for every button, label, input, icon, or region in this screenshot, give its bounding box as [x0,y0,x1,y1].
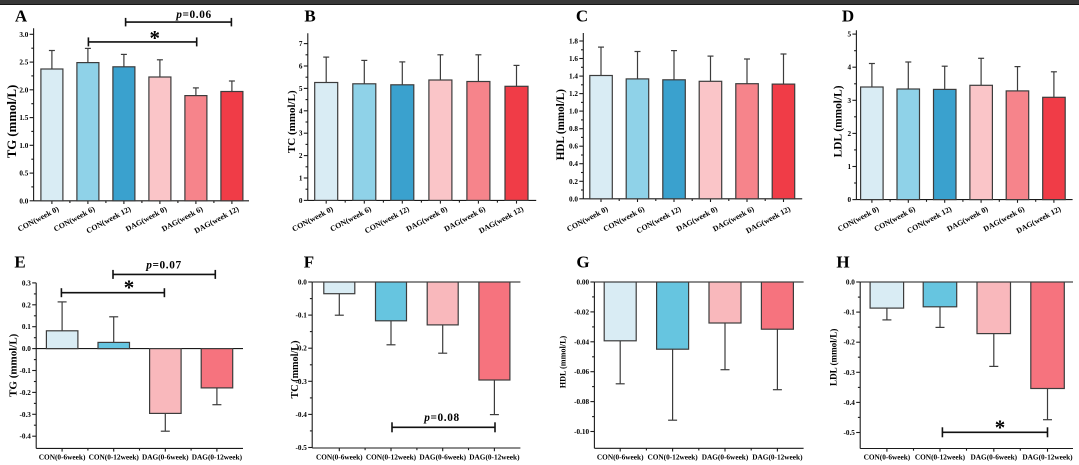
svg-text:1.6: 1.6 [569,55,578,63]
svg-text:-0.04: -0.04 [574,338,589,346]
svg-text:1.8: 1.8 [569,38,578,46]
svg-text:TG (mmol/L): TG (mmol/L) [5,85,19,159]
svg-text:0.0: 0.0 [19,197,28,205]
svg-text:3.0: 3.0 [19,31,28,39]
svg-text:2.5: 2.5 [19,59,28,67]
svg-text:-0.5: -0.5 [844,429,856,437]
svg-text:C: C [576,7,588,26]
svg-text:-0.1: -0.1 [296,312,308,320]
svg-text:0.5: 0.5 [19,170,28,178]
svg-text:G: G [576,253,589,272]
svg-text:2: 2 [299,152,303,160]
svg-text:TC (mmol/L): TC (mmol/L) [286,90,298,153]
svg-text:-0.1: -0.1 [844,309,856,317]
svg-text:0: 0 [299,197,303,205]
svg-text:B: B [304,7,315,26]
svg-text:6: 6 [299,63,303,71]
svg-text:CON(0-12week): CON(0-12week) [89,453,140,462]
svg-text:DAG(0-6week): DAG(0-6week) [970,453,1017,462]
svg-text:p=0.08: p=0.08 [423,412,459,424]
svg-text:-0.1: -0.1 [20,367,32,375]
svg-text:D: D [842,7,854,26]
svg-text:-0.5: -0.5 [296,444,308,452]
svg-text:-0.4: -0.4 [296,411,308,419]
svg-text:-0.02: -0.02 [574,308,589,316]
svg-text:HDL (mmol/L): HDL (mmol/L) [559,335,568,388]
svg-text:DAG(0-12week): DAG(0-12week) [192,453,243,462]
svg-text:1: 1 [848,163,852,171]
svg-text:-0.2: -0.2 [296,345,308,353]
svg-text:LDL (mmol/L): LDL (mmol/L) [832,85,844,157]
svg-text:0.0: 0.0 [569,195,578,203]
svg-text:0.2: 0.2 [22,301,31,309]
svg-text:0.00: 0.00 [577,279,590,287]
svg-text:4: 4 [299,107,303,115]
svg-text:0.0: 0.0 [22,345,31,353]
svg-text:1.5: 1.5 [19,114,28,122]
svg-text:0.8: 0.8 [569,125,578,133]
svg-text:3: 3 [299,130,303,138]
svg-text:DAG(0-12week): DAG(0-12week) [1022,453,1073,462]
svg-text:0.6: 0.6 [569,143,578,151]
svg-text:0.3: 0.3 [22,279,31,287]
svg-text:CON(0-6week): CON(0-6week) [864,453,911,462]
svg-text:F: F [304,253,314,272]
svg-text:p=0.06: p=0.06 [175,9,211,21]
svg-text:LDL (mmol/L): LDL (mmol/L) [828,329,838,386]
svg-text:p=0.07: p=0.07 [145,260,181,272]
svg-text:0.1: 0.1 [22,323,31,331]
svg-text:-0.4: -0.4 [20,433,32,441]
svg-text:-0.08: -0.08 [574,398,589,406]
svg-text:0.0: 0.0 [298,279,307,287]
svg-text:1.0: 1.0 [569,108,578,116]
svg-text:7: 7 [299,40,303,48]
svg-text:0.2: 0.2 [569,178,578,186]
svg-text:CON(0-6week): CON(0-6week) [597,453,644,462]
svg-text:-0.2: -0.2 [844,339,856,347]
svg-text:0.0: 0.0 [846,279,855,287]
svg-text:1.2: 1.2 [569,90,578,98]
svg-text:*: * [124,275,135,299]
svg-text:3: 3 [848,97,852,105]
svg-text:4: 4 [848,64,852,72]
svg-text:CON(0-12week): CON(0-12week) [366,453,417,462]
svg-text:0: 0 [848,196,852,204]
svg-text:-0.10: -0.10 [574,428,589,436]
svg-text:5: 5 [299,85,303,93]
svg-text:DAG(0-12week): DAG(0-12week) [752,453,803,462]
svg-text:-0.2: -0.2 [20,389,32,397]
svg-text:A: A [15,7,28,26]
svg-text:H: H [836,253,849,272]
svg-text:DAG(0-6week): DAG(0-6week) [702,453,749,462]
svg-text:2: 2 [848,130,852,138]
svg-text:-0.3: -0.3 [20,411,32,419]
svg-text:CON(0-6week): CON(0-6week) [39,453,86,462]
svg-text:CON(0-12week): CON(0-12week) [647,453,698,462]
svg-text:5: 5 [848,31,852,39]
svg-text:DAG(0-6week): DAG(0-6week) [142,453,189,462]
svg-text:-0.4: -0.4 [844,399,856,407]
svg-text:DAG(0-12week): DAG(0-12week) [469,453,520,462]
svg-text:TG (mmol/L): TG (mmol/L) [8,333,20,397]
svg-text:CON(0-12week): CON(0-12week) [915,453,966,462]
svg-text:HDL (mmol/L): HDL (mmol/L) [555,89,567,160]
svg-text:*: * [995,416,1006,440]
svg-text:2.0: 2.0 [19,86,28,94]
svg-text:CON(0-6week): CON(0-6week) [316,453,363,462]
svg-text:*: * [150,26,161,50]
svg-text:TC (mmol/L): TC (mmol/L) [290,340,301,398]
svg-text:E: E [14,253,25,272]
svg-text:1.0: 1.0 [19,142,28,150]
svg-text:1.4: 1.4 [569,73,578,81]
svg-text:-0.3: -0.3 [296,378,308,386]
svg-text:DAG(0-6week): DAG(0-6week) [419,453,466,462]
svg-text:-0.3: -0.3 [844,369,856,377]
svg-text:-0.06: -0.06 [574,368,589,376]
svg-text:1: 1 [299,175,303,183]
svg-text:0.4: 0.4 [569,160,578,168]
